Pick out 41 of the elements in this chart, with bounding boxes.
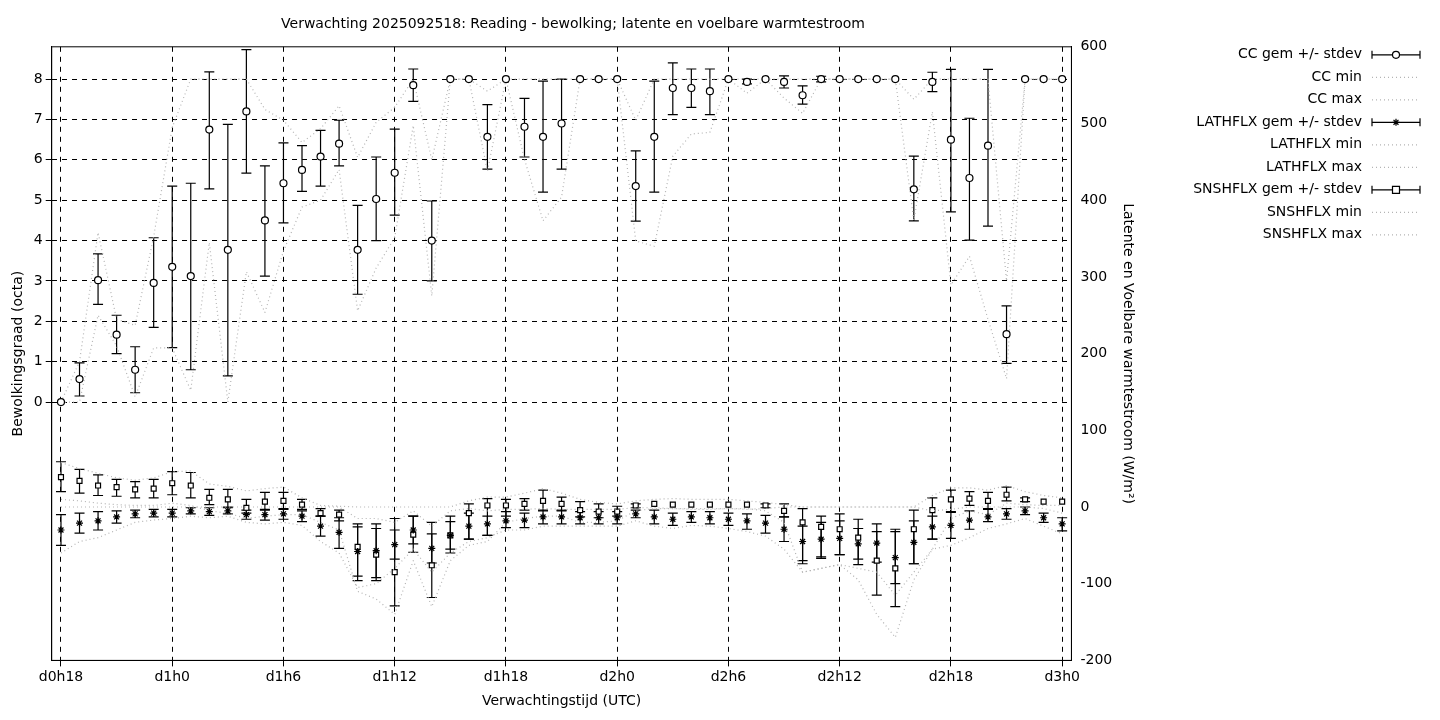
chart-title: Verwachting 2025092518: Reading - bewolking; latente en voelbare warmtestroom [281,15,865,32]
x-tick-label: d2h12 [817,668,862,685]
x-tick-label: d1h0 [154,668,191,685]
x-tick-label: d1h6 [265,668,302,685]
y2-tick-label: 300 [1080,267,1108,284]
y2-tick-label: 100 [1080,420,1108,437]
legend-label: LATHFLX gem +/- stdev [1196,112,1362,129]
legend-label: CC min [1311,67,1362,84]
legend-label: LATHFLX min [1270,135,1362,152]
y-tick-label: 8 [33,69,43,86]
y2-tick-label: 400 [1080,190,1108,207]
legend-label: CC max [1307,90,1362,107]
legend-label: SNSHFLX gem +/- stdev [1193,180,1362,197]
x-tick-label: d2h6 [710,668,747,685]
x-axis-title: Verwachtingstijd (UTC) [481,692,642,709]
legend-label: SNSHFLX max [1262,225,1362,242]
y2-tick-label: -100 [1080,574,1113,591]
y-tick-label: 0 [33,392,43,409]
y2-tick-label: -200 [1080,651,1113,668]
y2-tick-label: 600 [1080,37,1108,54]
y2-axis-title: Latente en Voelbare warmtestroom (W/m²) [1120,203,1137,505]
legend-label: SNSHFLX min [1266,202,1362,219]
legend-label: CC gem +/- stdev [1237,45,1362,62]
x-tick-label: d1h18 [483,668,529,685]
y2-tick-label: 0 [1080,497,1090,514]
y-tick-label: 6 [33,150,43,167]
x-tick-label: d0h18 [38,668,84,685]
y-tick-label: 7 [33,110,43,127]
y-tick-label: 4 [33,231,43,248]
x-tick-label: d2h18 [928,668,974,685]
x-tick-label: d3h0 [1044,668,1080,685]
y-tick-label: 3 [33,271,43,288]
x-tick-label: d1h12 [372,668,417,685]
y-tick-label: 1 [33,352,43,369]
y-axis-title: Bewolkingsgraad (octa) [9,270,26,437]
y2-tick-label: 200 [1080,344,1108,361]
y2-tick-label: 500 [1080,114,1108,131]
y-tick-label: 5 [33,190,43,207]
x-tick-label: d2h0 [599,668,635,685]
legend-label: LATHFLX max [1265,157,1362,174]
y-tick-label: 2 [33,311,43,328]
